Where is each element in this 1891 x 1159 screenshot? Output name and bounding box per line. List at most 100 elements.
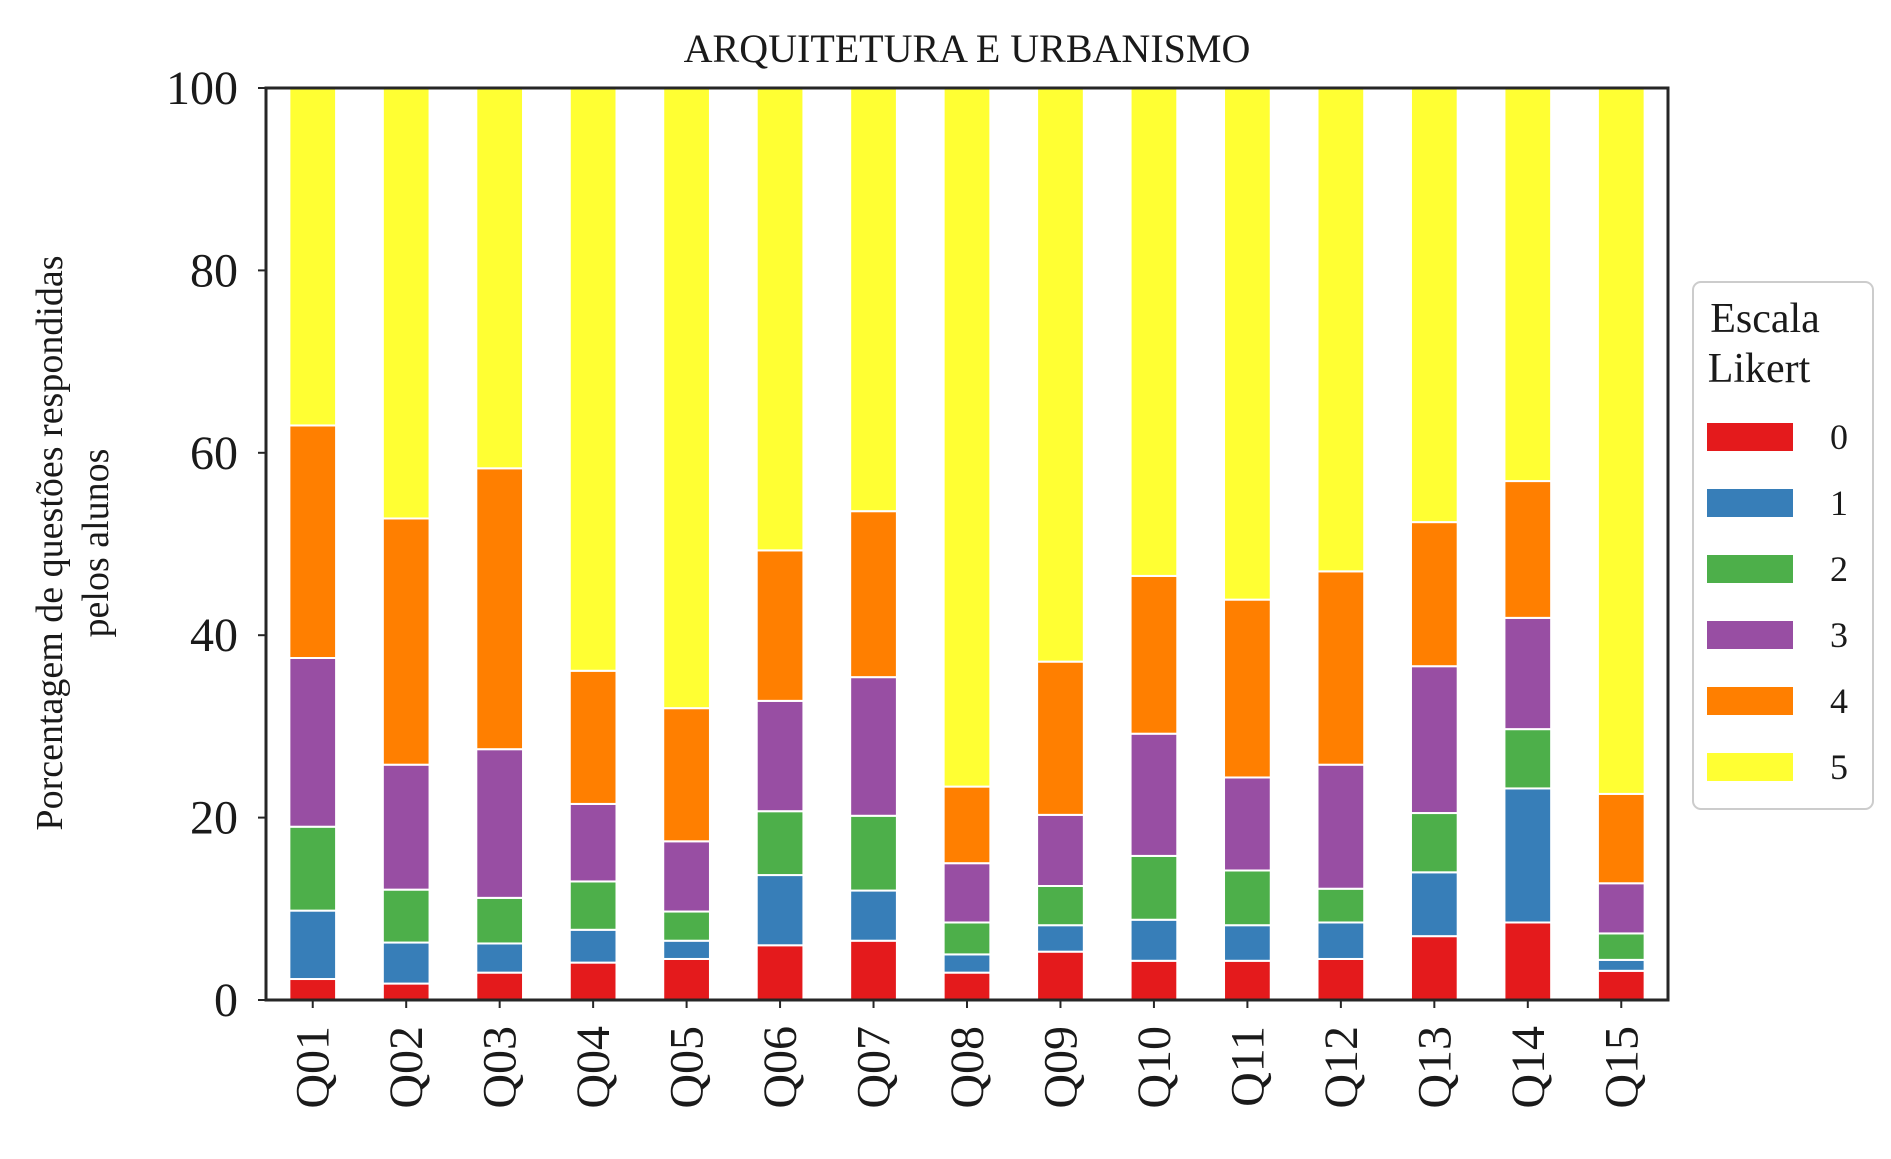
bar-segment-q06-likert-3	[755, 699, 805, 813]
bar-segment-q06-likert-4	[755, 549, 805, 702]
bar-segment-q15-likert-1	[1596, 958, 1646, 972]
bar-segment-q09-likert-3	[1036, 813, 1085, 887]
bar-segment-q12-likert-3	[1316, 763, 1366, 890]
bar-segment-q04-likert-3	[568, 802, 618, 883]
bar-segment-q07-likert-2	[849, 814, 898, 892]
bar-segment-q03-likert-5	[475, 87, 525, 470]
legend-swatch-2	[1707, 555, 1793, 583]
bar-segment-q06-likert-1	[755, 874, 805, 947]
bar-segment-q10-likert-5	[1129, 87, 1179, 577]
bar-segment-q11-likert-4	[1223, 598, 1272, 779]
bar-segment-q11-likert-3	[1223, 776, 1272, 872]
legend-label-3: 3	[1830, 615, 1848, 655]
bar-segment-q05-likert-4	[662, 707, 711, 843]
x-tick-label-q03: Q03	[474, 1026, 527, 1109]
bar-segment-q03-likert-4	[475, 467, 525, 751]
bar-segment-q01-likert-5	[288, 87, 338, 427]
x-tick-label-q10: Q10	[1128, 1026, 1181, 1109]
legend-swatch-3	[1707, 621, 1793, 649]
bar-segment-q07-likert-4	[849, 510, 898, 679]
bar-segment-q01-likert-2	[288, 825, 338, 912]
y-axis-label: Porcentagem de questões respondidas pelo…	[29, 255, 117, 830]
bar-segment-q12-likert-2	[1316, 887, 1366, 924]
bar-segment-q13-likert-1	[1409, 871, 1459, 938]
bar-segment-q15-likert-3	[1596, 882, 1646, 935]
bar-segment-q12-likert-4	[1316, 570, 1366, 766]
bar-segment-q02-likert-0	[381, 982, 431, 1002]
x-tick-label-q02: Q02	[380, 1026, 433, 1109]
bar-segment-q08-likert-4	[942, 785, 992, 865]
x-tick-label-q05: Q05	[661, 1026, 714, 1109]
x-tick-label-q09: Q09	[1034, 1026, 1087, 1109]
y-tick-label-0: 0	[214, 974, 238, 1027]
bar-segment-q15-likert-4	[1596, 792, 1646, 885]
y-axis-label-line-1: Porcentagem de questões respondidas	[29, 255, 71, 830]
legend-swatch-4	[1707, 687, 1793, 715]
bar-segment-q14-likert-5	[1503, 87, 1553, 483]
bar-segment-q04-likert-5	[568, 87, 618, 672]
bar-segment-q04-likert-2	[568, 880, 618, 931]
legend-label-2: 2	[1830, 549, 1848, 589]
bar-segment-q04-likert-4	[568, 669, 618, 805]
bar-segment-q02-likert-5	[381, 87, 431, 520]
bar-segment-q07-likert-5	[849, 87, 898, 513]
bar-segment-q15-likert-2	[1596, 932, 1646, 961]
bar-segment-q01-likert-1	[288, 909, 338, 981]
bar-segment-q02-likert-2	[381, 888, 431, 944]
bar-segment-q14-likert-4	[1503, 480, 1553, 619]
bar-segment-q01-likert-0	[288, 978, 338, 1002]
bar-segment-q02-likert-4	[381, 517, 431, 766]
bar-segment-q10-likert-3	[1129, 732, 1179, 857]
legend-box	[1692, 281, 1874, 810]
x-tick-label-q13: Q13	[1408, 1026, 1461, 1109]
bar-segment-q09-likert-2	[1036, 885, 1085, 927]
bar-segment-q14-likert-3	[1503, 616, 1553, 731]
bar-segment-q12-likert-1	[1316, 921, 1366, 960]
y-tick-label-20: 20	[190, 792, 238, 845]
bar-segment-q11-likert-0	[1223, 959, 1272, 1002]
bar-segment-q03-likert-2	[475, 896, 525, 945]
bars-layer	[288, 87, 1646, 1002]
bar-segment-q10-likert-2	[1129, 854, 1179, 921]
bar-segment-q11-likert-1	[1223, 924, 1272, 962]
bar-segment-q02-likert-1	[381, 941, 431, 985]
y-ticks: 0 20 40 60 80 100	[166, 62, 266, 1027]
bar-segment-q08-likert-5	[942, 87, 992, 788]
bar-segment-q01-likert-3	[288, 657, 338, 828]
bar-segment-q04-likert-0	[568, 961, 618, 1001]
bar-segment-q14-likert-2	[1503, 728, 1553, 790]
bar-segment-q05-likert-2	[662, 910, 711, 942]
x-ticks: Q01 Q02 Q03 Q04 Q05 Q06 Q07 Q08 Q09 Q10 Q11 Q12 Q13 Q…	[287, 1000, 1648, 1109]
bar-segment-q15-likert-0	[1596, 969, 1646, 1002]
x-tick-label-q06: Q06	[754, 1026, 807, 1109]
bar-segment-q13-likert-4	[1409, 521, 1459, 668]
legend-label-0: 0	[1830, 417, 1848, 457]
bar-segment-q08-likert-0	[942, 971, 992, 1002]
x-tick-label-q11: Q11	[1221, 1026, 1274, 1107]
x-tick-label-q08: Q08	[941, 1026, 994, 1109]
bar-segment-q05-likert-0	[662, 957, 711, 1002]
bar-segment-q07-likert-1	[849, 889, 898, 942]
y-axis-label-line-2: pelos alunos	[75, 449, 117, 638]
y-tick-label-40: 40	[190, 609, 238, 662]
bar-segment-q07-likert-0	[849, 939, 898, 1001]
bar-segment-q10-likert-0	[1129, 959, 1179, 1002]
y-tick-label-80: 80	[190, 244, 238, 297]
bar-segment-q06-likert-5	[755, 87, 805, 552]
bar-segment-q14-likert-1	[1503, 787, 1553, 924]
bar-segment-q09-likert-5	[1036, 87, 1085, 663]
bar-segment-q03-likert-0	[475, 971, 525, 1002]
legend-swatch-0	[1707, 423, 1793, 451]
x-tick-label-q14: Q14	[1502, 1026, 1555, 1109]
legend-swatch-5	[1707, 753, 1793, 781]
x-tick-label-q12: Q12	[1315, 1026, 1368, 1109]
bar-segment-q13-likert-2	[1409, 812, 1459, 874]
bar-segment-q09-likert-0	[1036, 950, 1085, 1001]
bar-segment-q12-likert-5	[1316, 87, 1366, 573]
bar-segment-q08-likert-2	[942, 921, 992, 956]
bar-segment-q06-likert-0	[755, 944, 805, 1002]
bar-segment-q06-likert-2	[755, 810, 805, 877]
bar-segment-q05-likert-3	[662, 840, 711, 913]
bar-segment-q03-likert-1	[475, 942, 525, 974]
